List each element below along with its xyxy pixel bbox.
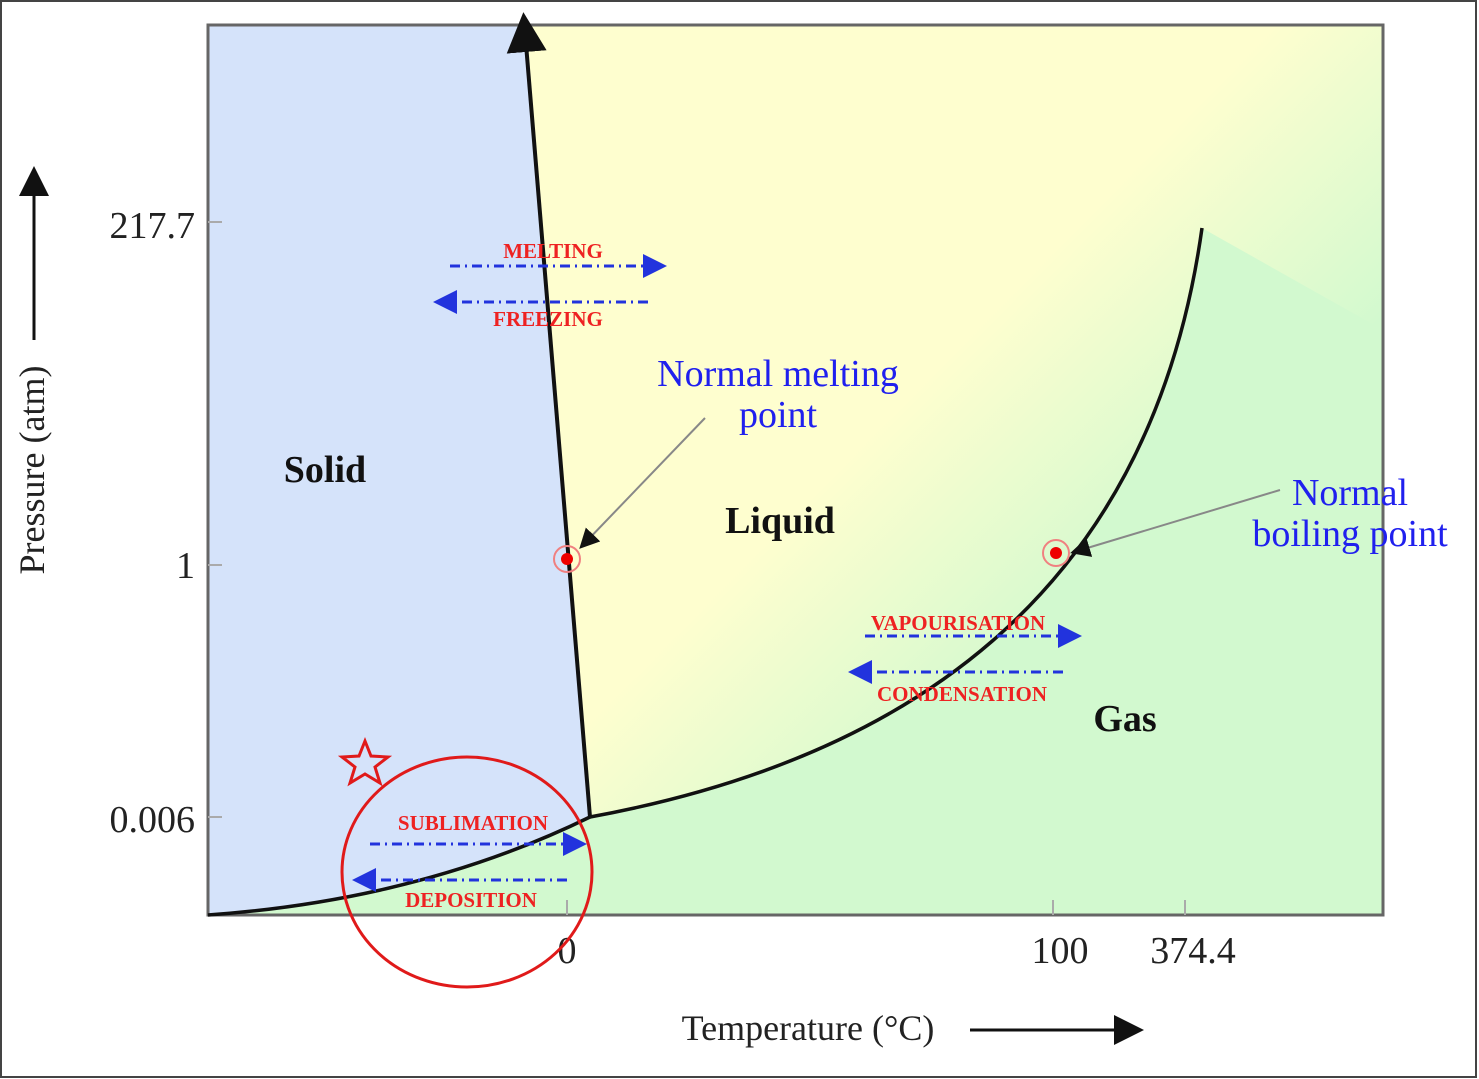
- boiling-point-label-line1: Normal: [1292, 472, 1408, 514]
- melting-point-label-line2: point: [739, 394, 818, 436]
- liquid-region: [525, 25, 1383, 817]
- boiling-point-marker: [1050, 547, 1062, 559]
- solid-liquid-boundary: [506, 12, 592, 818]
- boiling-point-ring: [1042, 539, 1070, 567]
- solid-region: [208, 25, 590, 915]
- x-tick-label: 0: [558, 930, 577, 972]
- x-axis-label: Temperature (°C): [682, 1008, 935, 1048]
- y-tick-label: 217.7: [110, 205, 196, 247]
- star-icon: [337, 736, 393, 787]
- y-axis-label: Pressure (atm): [12, 366, 52, 575]
- melting-point-label-line1: Normal melting: [657, 353, 899, 395]
- x-tick-label: 100: [1032, 930, 1089, 972]
- melting-label: MELTING: [503, 239, 603, 263]
- condensation-label: CONDENSATION: [877, 682, 1047, 706]
- sublimation-label: SUBLIMATION: [398, 811, 548, 835]
- process-arrows: [352, 254, 1082, 892]
- highlight-circle: [340, 755, 594, 989]
- y-tick-label: 1: [176, 545, 195, 587]
- melting-point-pointer: [579, 417, 706, 549]
- y-tick-label: 0.006: [110, 799, 196, 841]
- melting-point-marker: [561, 553, 573, 565]
- x-tick-label: 374.4: [1150, 930, 1236, 972]
- liquid-label: Liquid: [725, 500, 835, 542]
- vaporisation-label: VAPOURISATION: [871, 611, 1045, 635]
- gas-label: Gas: [1093, 698, 1156, 740]
- boiling-point-label-line2: boiling point: [1252, 513, 1448, 555]
- liquid-gas-boundary: [589, 227, 1204, 819]
- plot-frame: [206, 23, 1385, 917]
- freezing-label: FREEZING: [493, 307, 603, 331]
- boiling-point-pointer: [1070, 489, 1281, 557]
- solid-gas-boundary: [207, 815, 591, 917]
- deposition-label: DEPOSITION: [405, 888, 537, 912]
- melting-point-ring: [553, 545, 581, 573]
- ticks: [208, 221, 1186, 915]
- solid-label: Solid: [284, 449, 366, 491]
